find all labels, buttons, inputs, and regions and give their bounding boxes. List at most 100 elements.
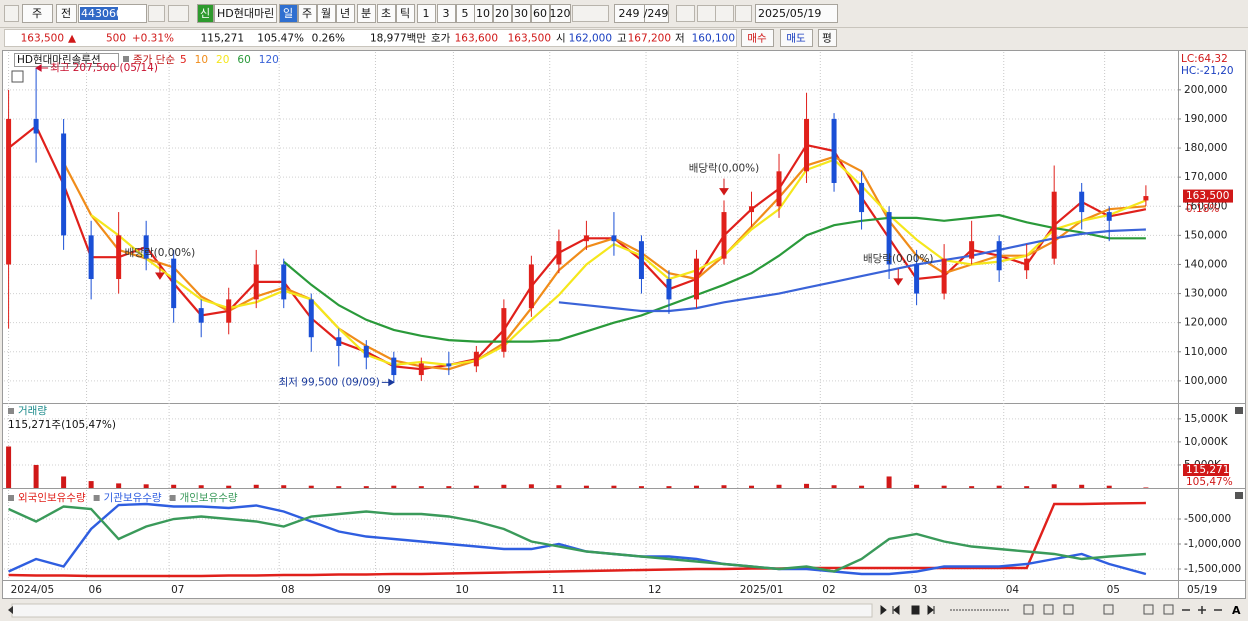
toolbar-button[interactable] bbox=[550, 4, 571, 23]
volume-bar bbox=[391, 485, 397, 488]
volume-bar bbox=[1106, 485, 1112, 488]
candle-body bbox=[1051, 191, 1057, 259]
toolbar-button[interactable] bbox=[298, 4, 317, 23]
panel-title: 거래량 bbox=[18, 405, 47, 417]
candle-body bbox=[804, 118, 810, 172]
candle-body bbox=[638, 241, 644, 280]
candle-body bbox=[611, 235, 617, 242]
toolbar-button[interactable] bbox=[644, 4, 669, 23]
y-tick-label: 130,000 bbox=[1184, 288, 1227, 300]
annotation-arrow bbox=[154, 263, 165, 280]
toolbar-label: 년 bbox=[340, 7, 350, 20]
toolbar-label: 5 bbox=[462, 7, 469, 20]
toolbar-button[interactable] bbox=[493, 4, 512, 23]
grid-icon[interactable] bbox=[11, 70, 24, 83]
y-tick-label: 10,000K bbox=[1184, 436, 1229, 448]
y-tick-label: 110,000 bbox=[1184, 346, 1227, 358]
toolbar-button[interactable] bbox=[755, 4, 838, 23]
annotation: 배당락(0,00%) bbox=[125, 247, 196, 259]
toolbar-label: 월 bbox=[321, 7, 331, 20]
chart-area bbox=[2, 50, 1246, 599]
toolbar-label: 틱 bbox=[400, 7, 410, 20]
volume-bar bbox=[418, 486, 424, 488]
price-tag bbox=[1183, 189, 1233, 203]
order-button[interactable] bbox=[741, 29, 774, 47]
candle-body bbox=[6, 118, 12, 265]
y-tick-label: 180,000 bbox=[1184, 142, 1227, 154]
x-tick-label: 10 bbox=[455, 584, 468, 596]
quote-value: 저 bbox=[675, 33, 685, 45]
toolbar-button[interactable] bbox=[474, 4, 493, 23]
toolbar-button[interactable] bbox=[357, 4, 376, 23]
tool-icon[interactable] bbox=[1023, 604, 1034, 615]
order-button[interactable] bbox=[780, 29, 813, 47]
toolbar-label: 초 bbox=[381, 7, 391, 20]
tool-icon[interactable] bbox=[1043, 604, 1054, 615]
quote-value: 500 bbox=[106, 33, 126, 45]
panel-close[interactable] bbox=[1235, 492, 1243, 499]
toolbar-label: 60 bbox=[533, 7, 547, 20]
volume-bar bbox=[749, 485, 755, 488]
legend-entry: 5 bbox=[180, 54, 187, 66]
annotation: 최저 99,500 (09/09) bbox=[279, 376, 380, 388]
toolbar-button[interactable] bbox=[56, 4, 77, 23]
toolbar-icon[interactable] bbox=[572, 5, 609, 22]
tool-icon[interactable] bbox=[1163, 604, 1174, 615]
toolbar-button[interactable] bbox=[214, 4, 277, 23]
volume-bar bbox=[88, 481, 94, 488]
quote-value: +0.31% bbox=[132, 33, 174, 45]
quote-value[interactable]: 평 bbox=[822, 33, 832, 45]
scroll-left[interactable] bbox=[8, 606, 13, 614]
toolbar-icon[interactable] bbox=[715, 5, 734, 22]
lc-label: LC:64,32 bbox=[1181, 53, 1228, 65]
toolbar-button[interactable] bbox=[377, 4, 396, 23]
order-button[interactable] bbox=[818, 29, 837, 47]
tool-icon[interactable] bbox=[1103, 604, 1114, 615]
toolbar-button[interactable] bbox=[417, 4, 436, 23]
toolbar-button[interactable] bbox=[437, 4, 456, 23]
candle-body bbox=[556, 241, 562, 265]
moving-average-line bbox=[558, 228, 1146, 313]
volume-bar bbox=[6, 446, 12, 488]
toolbar-button[interactable] bbox=[396, 4, 415, 23]
toolbar-button[interactable] bbox=[279, 4, 298, 23]
x-tick-label: 04 bbox=[1006, 584, 1020, 596]
quote-value[interactable]: 매수 bbox=[747, 33, 767, 45]
zoom-buttons[interactable] bbox=[1182, 606, 1222, 614]
volume-bar bbox=[61, 476, 67, 488]
quote-value[interactable]: 매도 bbox=[786, 33, 806, 45]
candle-body bbox=[776, 171, 782, 207]
quote-box bbox=[4, 29, 737, 47]
toolbar-icon[interactable] bbox=[168, 5, 189, 22]
font-button[interactable]: A bbox=[1232, 604, 1241, 617]
toolbar-icon[interactable] bbox=[676, 5, 695, 22]
candle-body bbox=[281, 264, 287, 300]
volume-bar bbox=[226, 485, 232, 488]
toolbar-button[interactable] bbox=[317, 4, 336, 23]
panel-close[interactable] bbox=[1235, 407, 1243, 414]
toolbar-button[interactable] bbox=[22, 4, 53, 23]
volume-bar bbox=[886, 476, 892, 488]
volume-bar bbox=[1051, 484, 1057, 488]
y-tick-label: 15,000K bbox=[1184, 413, 1229, 425]
candle-body bbox=[33, 118, 39, 134]
toolbar-icon[interactable] bbox=[148, 5, 165, 22]
nav-buttons[interactable] bbox=[880, 604, 935, 616]
toolbar-icon[interactable] bbox=[697, 5, 716, 22]
toolbar-icon[interactable] bbox=[735, 5, 752, 22]
tool-icon[interactable] bbox=[1063, 604, 1074, 615]
toolbar-icon[interactable] bbox=[4, 5, 19, 22]
toolbar-button[interactable] bbox=[512, 4, 531, 23]
candle-body bbox=[831, 118, 837, 183]
panel-subtitle: 115,271주(105,47%) bbox=[8, 419, 116, 431]
candle-body bbox=[583, 235, 589, 242]
volume-bar bbox=[116, 483, 122, 488]
scroll-track[interactable] bbox=[11, 603, 873, 618]
toolbar-button[interactable] bbox=[531, 4, 550, 23]
annotation-arrow bbox=[35, 64, 49, 72]
tool-icon[interactable] bbox=[1143, 604, 1154, 615]
x-tick-label: 2024/05 bbox=[11, 584, 55, 596]
toolbar-button[interactable] bbox=[336, 4, 355, 23]
candle-body bbox=[308, 299, 314, 338]
toolbar-button[interactable] bbox=[197, 4, 214, 23]
